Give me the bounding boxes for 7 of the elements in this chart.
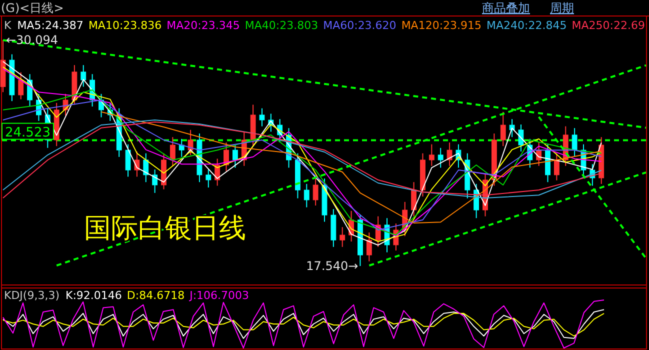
annotation: 周期 <box>550 1 574 15</box>
legend-title: KDJ(9,3,3) <box>4 289 60 302</box>
annotation: ←30.094 <box>6 33 58 47</box>
annotation: 商品叠加 <box>482 1 530 15</box>
title: (G)<日线> <box>1 1 64 15</box>
legend-title: K <box>4 19 12 32</box>
annotation: 17.540→ <box>306 259 358 273</box>
